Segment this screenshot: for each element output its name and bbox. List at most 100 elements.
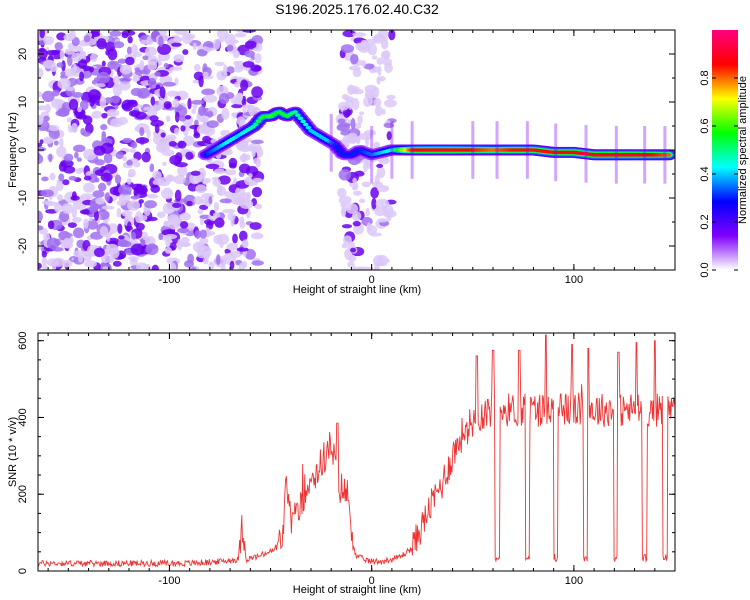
noise-blob — [203, 94, 218, 103]
noise-blob — [66, 117, 73, 123]
ridge-streak — [614, 126, 618, 184]
noise-blob — [212, 178, 221, 187]
noise-blob — [382, 209, 397, 218]
noise-blob — [82, 131, 91, 137]
noise-blob — [338, 169, 352, 181]
noise-blob — [231, 103, 243, 109]
noise-blob — [352, 68, 362, 78]
noise-blob — [229, 260, 235, 270]
snr-x-ticks: -100 0 100 — [47, 333, 676, 587]
noise-blob — [107, 60, 117, 70]
noise-blob — [172, 98, 180, 108]
noise-blob — [131, 231, 137, 240]
ridge-streak — [370, 126, 374, 184]
noise-blob — [39, 30, 45, 39]
noise-blob — [38, 142, 43, 148]
noise-blob — [233, 66, 243, 73]
noise-blob — [385, 258, 390, 264]
noise-blob — [374, 105, 383, 117]
noise-blob — [366, 222, 372, 231]
noise-blob — [38, 225, 44, 231]
noise-blob — [45, 103, 51, 113]
noise-blob — [126, 221, 132, 232]
spectrogram-y-tick-label: -10 — [17, 190, 29, 206]
noise-blob — [38, 105, 47, 111]
noise-blob — [150, 184, 161, 194]
noise-blob — [38, 47, 46, 53]
noise-blob — [47, 220, 55, 230]
noise-blob — [187, 98, 192, 110]
noise-blob — [180, 221, 189, 229]
colorbar-ticks: 0.0 0.2 0.4 0.6 0.8 — [699, 70, 738, 278]
noise-blob — [244, 40, 257, 50]
spectrogram-noise-blobs — [38, 30, 397, 270]
noise-blob — [94, 83, 106, 88]
noise-blob — [76, 157, 82, 162]
noise-blob — [93, 247, 105, 258]
noise-blob — [208, 196, 213, 205]
noise-blob — [101, 60, 106, 67]
noise-blob — [236, 247, 249, 252]
noise-blob — [197, 208, 204, 215]
noise-blob — [56, 194, 63, 202]
noise-blob — [181, 32, 193, 44]
noise-blob — [382, 50, 391, 60]
noise-blob — [62, 179, 70, 186]
noise-blob — [46, 237, 60, 250]
noise-blob — [46, 49, 60, 56]
noise-blob — [42, 264, 48, 270]
noise-blob — [162, 81, 176, 87]
noise-blob — [173, 54, 185, 63]
noise-blob — [357, 115, 363, 125]
noise-blob — [370, 187, 379, 199]
colorbar-label: Normalized spectral amplitude — [737, 76, 749, 224]
noise-blob — [196, 124, 209, 135]
noise-blob — [88, 66, 94, 73]
noise-blob — [228, 157, 238, 168]
noise-blob — [162, 202, 175, 215]
colorbar-gradient — [712, 30, 738, 270]
noise-blob — [152, 170, 162, 181]
noise-blob — [67, 222, 77, 229]
noise-blob — [179, 212, 191, 221]
colorbar: 0.0 0.2 0.4 0.6 0.8 Normalized spectral ampl… — [699, 30, 749, 278]
noise-blob — [238, 163, 251, 174]
noise-blob — [158, 97, 165, 109]
noise-blob — [107, 48, 118, 61]
noise-blob — [388, 30, 396, 41]
noise-blob — [83, 148, 97, 161]
noise-blob — [99, 226, 109, 237]
noise-blob — [186, 200, 193, 207]
noise-blob — [45, 138, 55, 143]
noise-blob — [104, 192, 110, 202]
noise-blob — [139, 126, 145, 137]
noise-blob — [144, 200, 157, 209]
noise-blob — [358, 132, 373, 141]
noise-blob — [217, 175, 231, 185]
ridge-segment — [253, 122, 259, 127]
noise-blob — [116, 207, 122, 218]
noise-blob — [147, 108, 158, 117]
noise-blob — [216, 184, 223, 196]
noise-blob — [232, 50, 240, 59]
noise-blob — [337, 187, 347, 198]
noise-blob — [190, 170, 201, 176]
noise-blob — [73, 144, 86, 153]
noise-blob — [226, 44, 234, 52]
noise-blob — [131, 43, 138, 55]
noise-blob — [121, 32, 129, 39]
noise-blob — [90, 231, 104, 240]
noise-blob — [68, 175, 77, 181]
noise-blob — [90, 53, 98, 63]
noise-blob — [130, 141, 138, 149]
noise-blob — [173, 36, 183, 43]
noise-blob — [216, 254, 221, 266]
noise-blob — [117, 223, 123, 234]
noise-blob — [383, 122, 395, 129]
ridge-streak — [329, 114, 333, 172]
noise-blob — [41, 176, 49, 182]
noise-blob — [182, 49, 189, 55]
noise-blob — [114, 174, 122, 184]
noise-blob — [384, 62, 393, 74]
noise-blob — [373, 264, 380, 270]
